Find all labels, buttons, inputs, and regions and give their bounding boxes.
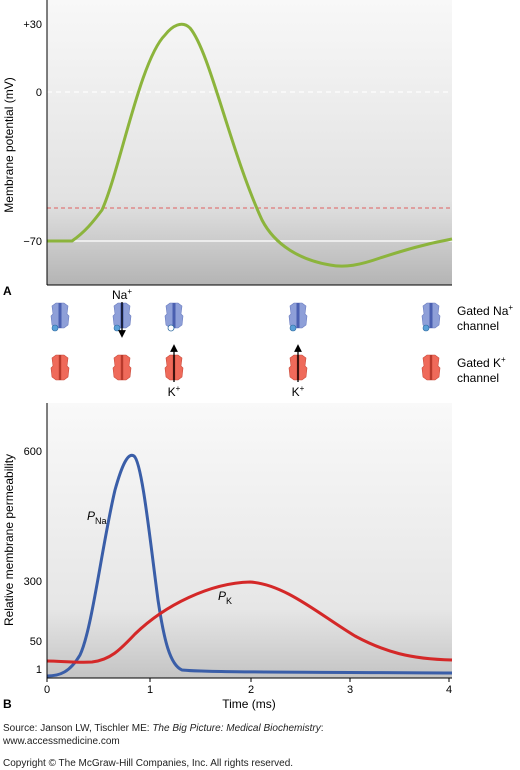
gated-na-channel-label-line2: channel [457, 319, 499, 333]
panel-b-background [47, 403, 452, 678]
ytick-600: 600 [24, 446, 42, 458]
panel-b: 600 300 50 1 0 1 2 3 4 Time (ms) Relativ… [2, 403, 452, 711]
na-ion-label: Na+ [112, 287, 132, 302]
na-channel-3 [164, 302, 184, 332]
panel-b-ylabel: Relative membrane permeability [2, 454, 16, 626]
k-channel-1 [50, 354, 70, 381]
source-citation: Source: Janson LW, Tischler ME: The Big … [3, 723, 324, 734]
panel-a-background [47, 0, 452, 285]
k-channel-2 [112, 354, 132, 381]
ytick-1: 1 [36, 664, 42, 676]
panel-a-ylabel: Membrane potential (mV) [2, 77, 16, 212]
gated-k-channel-label-line2: channel [457, 371, 499, 385]
ytick-50: 50 [30, 636, 42, 648]
ytick-plus30: +30 [23, 19, 42, 31]
action-potential-figure: +30 0 −70 Membrane potential (mV) A Na+ [2, 0, 513, 711]
xtick-1: 1 [147, 684, 153, 696]
na-channel-1 [50, 302, 70, 332]
panel-b-xlabel: Time (ms) [222, 697, 276, 711]
na-channel-2 [112, 302, 132, 332]
xtick-3: 3 [347, 684, 353, 696]
pk-curve [46, 580, 453, 664]
panel-a-letter: A [3, 284, 12, 298]
source-url: www.accessmedicine.com [3, 736, 120, 747]
ytick-300: 300 [24, 576, 42, 588]
copyright: Copyright © The McGraw-Hill Companies, I… [3, 758, 294, 769]
ytick-minus70: −70 [23, 236, 42, 248]
k-ion-label-1: K+ [168, 384, 181, 399]
panel-b-letter: B [3, 697, 12, 711]
na-channel-4 [288, 302, 308, 332]
channel-row: Na+ K+ K+ Gated Na+ channel Gated K+ cha… [50, 287, 513, 399]
gated-k-channel-label: Gated K+ [457, 355, 506, 370]
k-channel-5 [421, 354, 441, 381]
pna-label: PNa [87, 509, 107, 526]
gated-na-channel-label: Gated Na+ [457, 303, 513, 318]
panel-a: +30 0 −70 Membrane potential (mV) A [2, 0, 453, 298]
pna-curve [46, 453, 453, 678]
xtick-4: 4 [446, 684, 452, 696]
pk-label: PK [218, 589, 232, 606]
xtick-2: 2 [248, 684, 254, 696]
ytick-0: 0 [36, 87, 42, 99]
na-channel-5 [421, 302, 441, 332]
k-ion-label-2: K+ [292, 384, 305, 399]
membrane-potential-trace [47, 22, 453, 268]
xtick-0: 0 [44, 684, 50, 696]
